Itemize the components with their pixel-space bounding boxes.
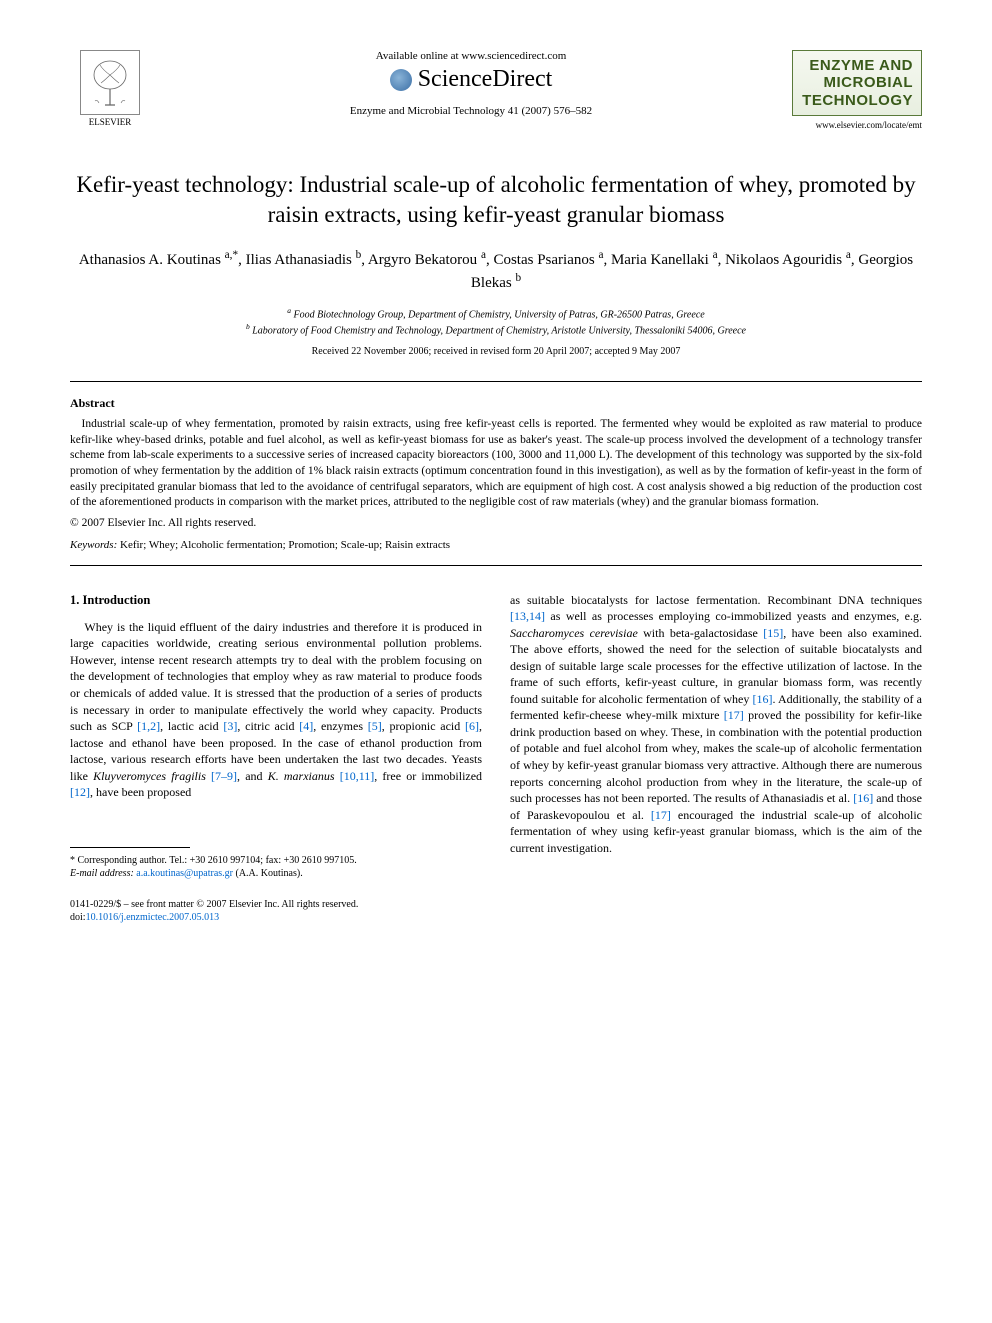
- keywords-text: Kefir; Whey; Alcoholic fermentation; Pro…: [120, 539, 450, 551]
- footer-front-matter: 0141-0229/$ – see front matter © 2007 El…: [70, 898, 922, 911]
- abstract-heading: Abstract: [70, 396, 922, 411]
- journal-name-line1: ENZYME AND: [801, 57, 913, 74]
- intro-para-col2: as suitable biocatalysts for lactose fer…: [510, 592, 922, 857]
- keywords-label: Keywords:: [70, 539, 117, 551]
- column-right: as suitable biocatalysts for lactose fer…: [510, 592, 922, 880]
- elsevier-logo: ELSEVIER: [70, 50, 150, 140]
- article-dates: Received 22 November 2006; received in r…: [70, 346, 922, 357]
- footer-doi: doi:10.1016/j.enzmictec.2007.05.013: [70, 911, 922, 924]
- sciencedirect-icon: [390, 69, 412, 91]
- body-columns: 1. Introduction Whey is the liquid efflu…: [70, 592, 922, 880]
- authors-list: Athanasios A. Koutinas a,*, Ilias Athana…: [70, 248, 922, 294]
- doi-link[interactable]: 10.1016/j.enzmictec.2007.05.013: [86, 912, 220, 923]
- footnote-rule: [70, 847, 190, 848]
- page-footer: 0141-0229/$ – see front matter © 2007 El…: [70, 898, 922, 924]
- corresponding-author-footnote: * Corresponding author. Tel.: +30 2610 9…: [70, 854, 482, 880]
- available-online-text: Available online at www.sciencedirect.co…: [170, 50, 772, 62]
- email-tail: (A.A. Koutinas).: [235, 868, 302, 879]
- abstract-text: Industrial scale-up of whey fermentation…: [70, 417, 922, 510]
- journal-reference: Enzyme and Microbial Technology 41 (2007…: [170, 105, 772, 117]
- corresponding-tel: * Corresponding author. Tel.: +30 2610 9…: [70, 854, 482, 867]
- email-link[interactable]: a.a.koutinas@upatras.gr: [136, 868, 233, 879]
- intro-para-col1: Whey is the liquid effluent of the dairy…: [70, 619, 482, 801]
- center-header: Available online at www.sciencedirect.co…: [150, 50, 792, 117]
- sciencedirect-label: ScienceDirect: [418, 66, 553, 93]
- journal-name-line2: MICROBIAL: [801, 74, 913, 91]
- affiliation-a: a Food Biotechnology Group, Department o…: [70, 306, 922, 322]
- elsevier-tree-icon: [80, 50, 140, 115]
- elsevier-label: ELSEVIER: [89, 117, 132, 127]
- rule-top: [70, 381, 922, 382]
- affiliations: a Food Biotechnology Group, Department o…: [70, 306, 922, 339]
- rule-bottom: [70, 565, 922, 566]
- header-row: ELSEVIER Available online at www.science…: [70, 50, 922, 140]
- corresponding-email-line: E-mail address: a.a.koutinas@upatras.gr …: [70, 867, 482, 880]
- keywords: Keywords: Kefir; Whey; Alcoholic ferment…: [70, 539, 922, 551]
- email-label: E-mail address:: [70, 868, 134, 879]
- journal-url: www.elsevier.com/locate/emt: [792, 120, 922, 130]
- article-title: Kefir-yeast technology: Industrial scale…: [70, 170, 922, 230]
- journal-cover-box: ENZYME AND MICROBIAL TECHNOLOGY: [792, 50, 922, 116]
- affiliation-b: b Laboratory of Food Chemistry and Techn…: [70, 322, 922, 338]
- sciencedirect-brand: ScienceDirect: [170, 66, 772, 93]
- section-1-heading: 1. Introduction: [70, 592, 482, 609]
- abstract-copyright: © 2007 Elsevier Inc. All rights reserved…: [70, 517, 922, 529]
- column-left: 1. Introduction Whey is the liquid efflu…: [70, 592, 482, 880]
- page-container: ELSEVIER Available online at www.science…: [0, 0, 992, 964]
- journal-cover: ENZYME AND MICROBIAL TECHNOLOGY www.else…: [792, 50, 922, 130]
- journal-name-line3: TECHNOLOGY: [801, 92, 913, 109]
